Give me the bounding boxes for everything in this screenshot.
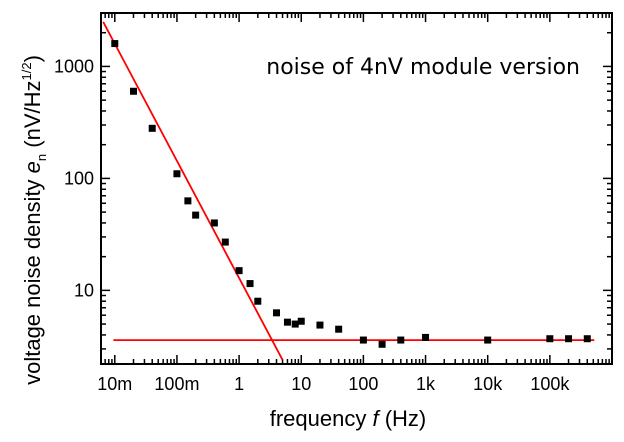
data-point bbox=[422, 333, 430, 341]
y-axis-title-prefix: voltage noise density bbox=[20, 173, 45, 385]
plot-frame bbox=[100, 12, 613, 365]
x-tick-label: 10m bbox=[97, 374, 132, 394]
data-point bbox=[359, 336, 367, 344]
data-point bbox=[129, 87, 137, 95]
y-axis-title-symbol: e bbox=[20, 161, 45, 173]
data-point bbox=[316, 321, 324, 329]
x-axis-title-symbol: f bbox=[372, 406, 381, 431]
y-axis-title-close: ) bbox=[20, 55, 45, 62]
data-point bbox=[111, 40, 119, 48]
x-tick-label: 10 bbox=[291, 374, 311, 394]
data-point bbox=[235, 267, 243, 275]
data-point bbox=[210, 219, 218, 227]
y-tick-label: 10 bbox=[74, 280, 94, 300]
y-axis-title-subscript: n bbox=[34, 154, 49, 161]
y-tick-label: 1000 bbox=[54, 56, 94, 76]
data-point bbox=[221, 238, 229, 246]
data-point bbox=[273, 309, 281, 317]
fit-lines bbox=[102, 21, 595, 361]
x-axis-title: frequency f (Hz) bbox=[270, 406, 427, 431]
data-point bbox=[173, 170, 181, 178]
data-point bbox=[184, 197, 192, 205]
x-axis-title-prefix: frequency bbox=[270, 406, 373, 431]
x-tick-label: 10k bbox=[473, 374, 503, 394]
data-point bbox=[378, 340, 386, 348]
y-tick-labels: 10 100 1000 bbox=[54, 56, 94, 300]
x-axis-title-suffix: (Hz) bbox=[379, 406, 427, 431]
x-tick-label: 100m bbox=[154, 374, 199, 394]
x-tick-label: 1k bbox=[416, 374, 436, 394]
data-point bbox=[583, 335, 591, 343]
data-point bbox=[291, 320, 299, 328]
y-tick-label: 100 bbox=[64, 168, 94, 188]
y-axis-title-suffix: (nV/Hz bbox=[20, 80, 45, 153]
y-axis-title: voltage noise density en (nV/Hz1/2) bbox=[19, 55, 49, 385]
data-point bbox=[254, 297, 262, 305]
x-tick-label: 100k bbox=[530, 374, 570, 394]
chart-annotation: noise of 4nV module version bbox=[266, 55, 580, 80]
fit-line-1 bbox=[102, 21, 284, 361]
data-point bbox=[297, 317, 305, 325]
data-point bbox=[192, 211, 200, 219]
data-point bbox=[283, 318, 291, 326]
x-tick-label: 100 bbox=[348, 374, 378, 394]
data-point bbox=[546, 335, 554, 343]
data-point bbox=[397, 336, 405, 344]
x-tick-labels: 10m 100m 1 10 100 1k 10k 100k bbox=[97, 374, 570, 394]
data-point bbox=[148, 124, 156, 132]
y-axis-title-superscript: 1/2 bbox=[19, 62, 34, 80]
data-point bbox=[565, 335, 573, 343]
x-tick-label: 1 bbox=[234, 374, 244, 394]
data-points bbox=[111, 40, 591, 348]
data-point bbox=[246, 280, 254, 288]
data-point bbox=[335, 325, 343, 333]
data-point bbox=[484, 336, 492, 344]
